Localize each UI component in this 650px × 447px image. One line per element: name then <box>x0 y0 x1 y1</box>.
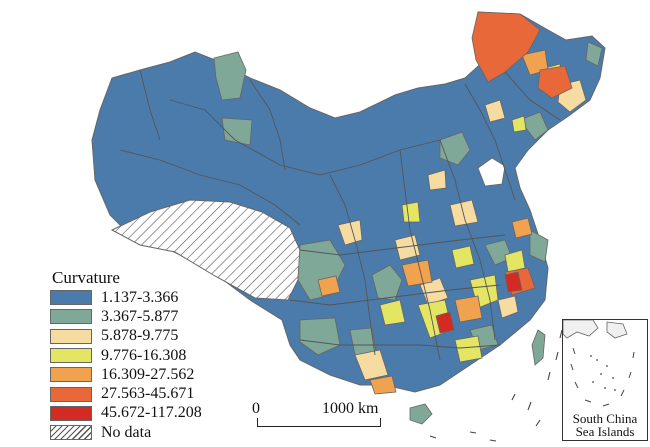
scale-bar: 0 1000 km <box>248 400 398 440</box>
legend-swatch <box>50 348 92 364</box>
legend-item: 27.563-45.671 <box>50 384 202 403</box>
legend-item: 16.309-27.562 <box>50 365 202 384</box>
bohai-sea <box>477 157 506 187</box>
legend-swatch <box>50 386 92 402</box>
legend-swatch <box>50 290 92 306</box>
taiwan-island <box>531 329 546 366</box>
inset-map <box>563 320 635 407</box>
inset-label-line: South China <box>572 411 638 426</box>
scale-tick <box>257 418 258 427</box>
legend-label: 45.672-117.208 <box>101 404 202 422</box>
no-data-swatch <box>50 425 92 441</box>
class-2-regions <box>213 41 603 356</box>
scale-zero-label: 0 <box>252 400 260 417</box>
hainan-island <box>409 403 433 425</box>
inset-label-line: Sea Islands <box>575 424 635 439</box>
legend-item: 45.672-117.208 <box>50 404 202 423</box>
legend-label: 3.367-5.877 <box>101 307 179 325</box>
legend-label: 9.776-16.308 <box>101 346 187 364</box>
legend-label: No data <box>101 423 152 441</box>
south-china-sea-inset: South China Sea Islands <box>562 319 648 441</box>
legend-label: 5.878-9.775 <box>101 327 179 345</box>
class-7-regions <box>435 271 523 334</box>
scale-line <box>257 426 381 427</box>
legend: Curvature 1.137-3.366 3.367-5.877 5.878-… <box>50 268 202 442</box>
legend-swatch <box>50 367 92 383</box>
legend-label: 16.309-27.562 <box>101 365 195 383</box>
legend-item: 3.367-5.877 <box>50 307 202 326</box>
scale-tick <box>380 418 381 427</box>
legend-label: 27.563-45.671 <box>101 385 195 403</box>
legend-swatch <box>50 309 92 325</box>
legend-item: 1.137-3.366 <box>50 288 202 307</box>
legend-item-no-data: No data <box>50 423 202 442</box>
legend-label: 1.137-3.366 <box>101 288 179 306</box>
sea-boundary-marks <box>429 329 563 442</box>
scale-max-label: 1000 km <box>322 400 379 417</box>
legend-swatch <box>50 405 92 421</box>
legend-swatch <box>50 328 92 344</box>
legend-item: 9.776-16.308 <box>50 346 202 365</box>
legend-title: Curvature <box>52 268 120 287</box>
legend-item: 5.878-9.775 <box>50 327 202 346</box>
inset-label: South China Sea Islands <box>563 412 647 438</box>
class-5-regions <box>317 49 549 395</box>
province-boundaries <box>119 69 561 361</box>
